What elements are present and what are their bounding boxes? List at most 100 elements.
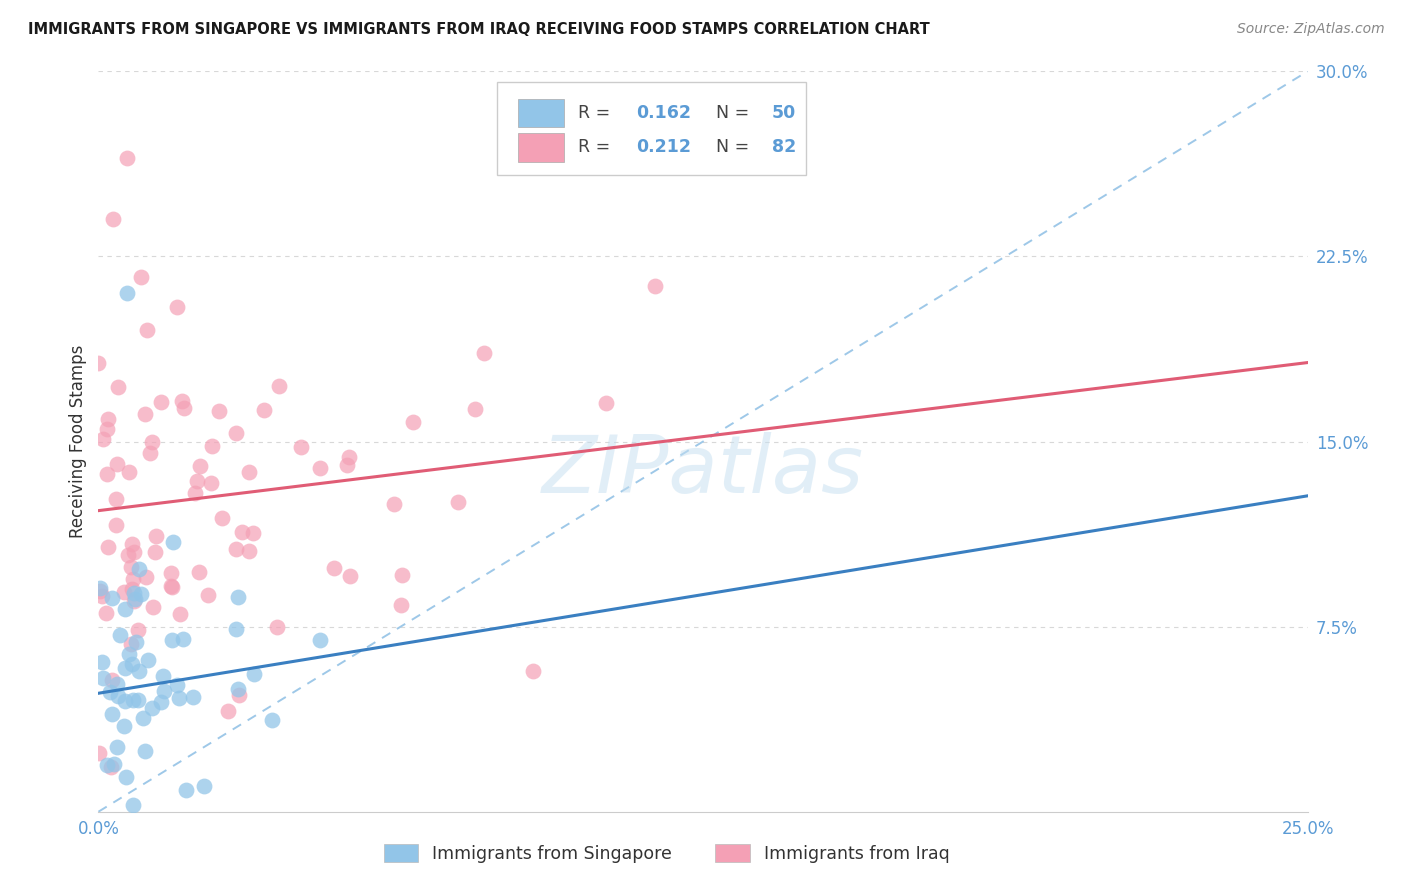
Point	[101, 212, 124, 227]
Point	[207, 404, 229, 418]
Point	[266, 620, 288, 634]
Point	[150, 395, 173, 409]
Point	[253, 403, 276, 417]
Point	[322, 561, 344, 575]
Point	[97, 540, 120, 554]
Text: 82: 82	[772, 138, 796, 156]
Point	[96, 757, 118, 772]
Point	[337, 450, 360, 464]
Point	[228, 689, 250, 703]
Text: ZIPatlas: ZIPatlas	[541, 432, 865, 510]
Point	[183, 485, 205, 500]
Point	[187, 565, 209, 579]
Point	[98, 685, 121, 699]
Point	[127, 624, 149, 638]
Point	[290, 440, 312, 454]
Point	[120, 637, 142, 651]
Point	[402, 415, 425, 429]
Point	[160, 579, 183, 593]
Point	[94, 606, 117, 620]
Point	[464, 401, 486, 416]
Point	[474, 346, 496, 360]
FancyBboxPatch shape	[517, 134, 564, 161]
Legend: Immigrants from Singapore, Immigrants from Iraq: Immigrants from Singapore, Immigrants fr…	[377, 837, 957, 870]
Point	[226, 590, 249, 604]
Point	[117, 548, 139, 562]
Point	[226, 681, 249, 696]
Point	[96, 411, 118, 425]
Point	[128, 562, 150, 576]
Point	[242, 667, 264, 681]
Point	[89, 581, 111, 595]
Point	[309, 633, 332, 648]
Point	[128, 664, 150, 678]
Point	[242, 526, 264, 541]
Point	[114, 694, 136, 708]
Point	[118, 465, 141, 479]
Text: IMMIGRANTS FROM SINGAPORE VS IMMIGRANTS FROM IRAQ RECEIVING FOOD STAMPS CORRELAT: IMMIGRANTS FROM SINGAPORE VS IMMIGRANTS …	[28, 22, 929, 37]
Point	[197, 588, 219, 602]
Point	[188, 458, 211, 473]
Point	[136, 652, 159, 666]
Point	[225, 425, 247, 440]
Point	[100, 591, 122, 606]
Point	[107, 380, 129, 394]
FancyBboxPatch shape	[498, 82, 806, 175]
Point	[149, 695, 172, 709]
Point	[105, 457, 128, 471]
Text: Source: ZipAtlas.com: Source: ZipAtlas.com	[1237, 22, 1385, 37]
Point	[112, 585, 135, 599]
Point	[308, 460, 330, 475]
Point	[644, 279, 666, 293]
Point	[120, 560, 142, 574]
Point	[124, 591, 146, 606]
Point	[118, 648, 141, 662]
Point	[105, 740, 128, 755]
Point	[100, 760, 122, 774]
Point	[117, 151, 139, 165]
Point	[114, 602, 136, 616]
Text: N =: N =	[706, 104, 755, 122]
Point	[121, 657, 143, 672]
Point	[87, 356, 110, 370]
Point	[121, 573, 143, 587]
Text: R =: R =	[578, 138, 616, 156]
Text: 0.212: 0.212	[637, 138, 692, 156]
Point	[181, 690, 204, 704]
Point	[107, 689, 129, 703]
Point	[238, 543, 260, 558]
Point	[169, 607, 191, 621]
Point	[122, 586, 145, 600]
Point	[127, 693, 149, 707]
Text: 0.162: 0.162	[637, 104, 692, 122]
Text: R =: R =	[578, 104, 616, 122]
Point	[200, 475, 222, 490]
Point	[105, 492, 128, 507]
Point	[96, 467, 118, 482]
FancyBboxPatch shape	[517, 99, 564, 128]
Point	[131, 587, 153, 601]
Point	[522, 664, 544, 678]
Point	[122, 692, 145, 706]
Point	[141, 434, 163, 449]
Point	[339, 569, 361, 583]
Point	[211, 511, 233, 525]
Point	[132, 711, 155, 725]
Point	[160, 566, 183, 581]
Point	[134, 743, 156, 757]
Point	[112, 718, 135, 732]
Point	[135, 570, 157, 584]
Point	[225, 622, 247, 636]
Point	[114, 661, 136, 675]
Point	[160, 632, 183, 647]
Point	[231, 524, 253, 539]
Point	[139, 445, 162, 459]
Point	[141, 701, 163, 715]
Point	[145, 529, 167, 543]
Point	[125, 634, 148, 648]
Point	[217, 704, 239, 718]
Point	[121, 582, 143, 597]
Point	[201, 439, 224, 453]
Point	[134, 408, 156, 422]
Point	[103, 757, 125, 772]
